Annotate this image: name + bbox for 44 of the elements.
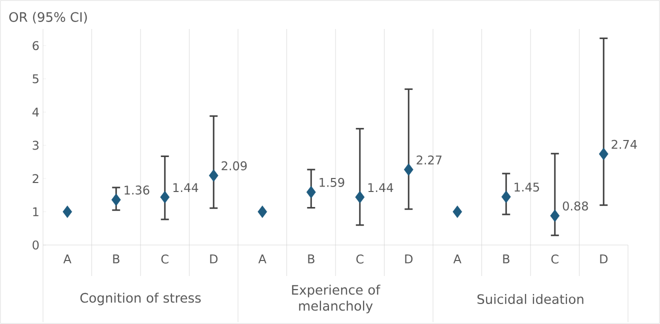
point <box>208 169 218 182</box>
data-label: 1.59 <box>320 178 344 187</box>
x-tick-label: C <box>551 254 558 264</box>
data-label: 1.44 <box>368 183 394 192</box>
y-tick-label: 4 <box>32 108 39 116</box>
y-tick-label: 3 <box>32 140 39 150</box>
point <box>452 206 462 218</box>
x-tick-label: B <box>308 254 314 264</box>
x-tick-label: D <box>210 254 218 264</box>
x-tick-label: C <box>161 254 168 264</box>
data-label: 2.09 <box>222 161 247 170</box>
x-tick-label: A <box>453 254 462 264</box>
text: Suicidal ideation <box>477 294 584 304</box>
y-tick-label: 1 <box>33 207 38 216</box>
data-label: 2.74 <box>612 140 637 149</box>
point <box>62 206 72 218</box>
x-tick-label: A <box>63 254 72 264</box>
y-tick-label: 2 <box>32 174 38 183</box>
x-tick-label: D <box>600 254 608 264</box>
x-tick-label: B <box>113 254 120 264</box>
x-tick-label: B <box>503 254 510 264</box>
point <box>306 186 316 198</box>
data-label: 1.44 <box>173 183 198 192</box>
point <box>160 190 170 204</box>
point <box>501 190 511 204</box>
data-label: 1.45 <box>514 182 540 192</box>
y-axis-title: OR (95% CI) <box>9 12 87 24</box>
y-tick-label: 6 <box>32 41 39 50</box>
data-label: 0.88 <box>562 201 588 211</box>
x-tick-label: A <box>258 254 266 264</box>
point <box>355 190 365 204</box>
data-label: 2.27 <box>416 155 442 164</box>
point <box>404 163 414 176</box>
x-tick-label: C <box>356 254 364 264</box>
point <box>111 194 121 206</box>
x-tick-label: D <box>405 254 413 264</box>
text: Cognition of stress <box>80 292 201 306</box>
y-tick-label: 5 <box>32 74 38 84</box>
y-tick-label: 0 <box>32 240 39 250</box>
point <box>598 148 608 160</box>
point <box>550 210 560 222</box>
data-label: 1.36 <box>124 186 150 195</box>
point <box>258 206 268 218</box>
text: Experience of melancholy <box>292 284 380 314</box>
